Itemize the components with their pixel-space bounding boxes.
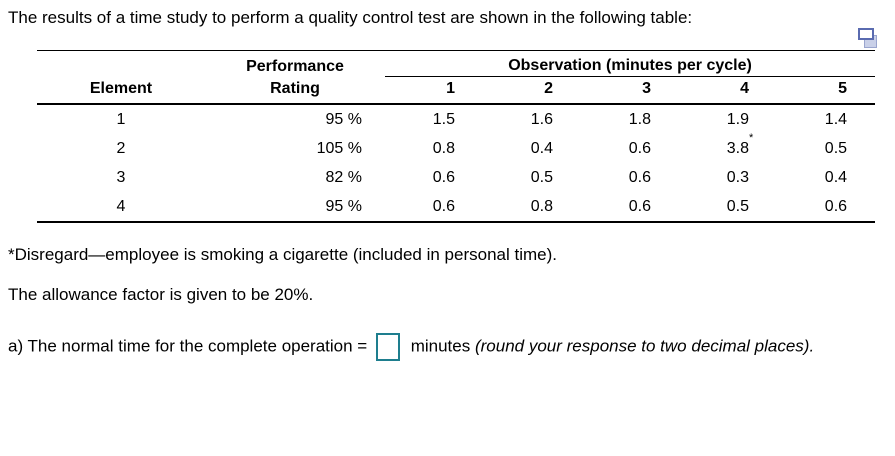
table-row: 2 105 % 0.8 0.4 0.6 3.8 * 0.5 (37, 132, 875, 163)
obs-col-header-3: 3 (581, 76, 679, 105)
rating-cell: 105 % (316, 140, 362, 157)
time-study-table: Performance Observation (minutes per cyc… (37, 50, 876, 223)
table-header-row-2: Element Rating 1 2 3 4 5 (37, 76, 876, 105)
obs-cell: 0.6 (628, 140, 651, 157)
observation-group-header: Observation (minutes per cycle) (385, 50, 876, 77)
obs-cell: 1.8 (628, 111, 651, 128)
question-prefix: a) The normal time for the complete oper… (8, 336, 368, 356)
page-title: The results of a time study to perform a… (8, 8, 693, 27)
obs-cell: 1.6 (530, 111, 553, 128)
rating-cell: 82 % (325, 169, 362, 186)
popout-table-icon[interactable] (858, 28, 879, 51)
obs-cell: 0.4 (530, 140, 553, 157)
obs-col-header-4: 4 (679, 76, 777, 105)
question-a: a) The normal time for the complete oper… (8, 333, 887, 361)
obs-col-header-1: 1 (385, 76, 483, 105)
performance-header-line1: Performance (246, 57, 344, 75)
spacer-cell (37, 51, 205, 77)
table-row: 1 95 % 1.5 1.6 1.8 1.9 1.4 (37, 104, 875, 134)
obs-cell-with-footnote: 3.8 * (679, 132, 777, 163)
obs-cell: 0.8 (432, 140, 455, 157)
obs-col-header-2: 2 (483, 76, 581, 105)
obs-cell: 1.9 (726, 111, 749, 128)
element-cell: 4 (116, 198, 126, 215)
obs-cell: 0.5 (726, 198, 749, 215)
obs-cell: 0.8 (530, 198, 553, 215)
obs-cell: 0.6 (432, 169, 455, 186)
obs-cell: 0.3 (726, 169, 749, 186)
table-row: 3 82 % 0.6 0.5 0.6 0.3 0.4 (37, 163, 875, 192)
obs-value: 3.8 (726, 140, 749, 157)
table-header: Performance Observation (minutes per cyc… (37, 50, 876, 105)
footnote-marker: * (749, 132, 754, 144)
obs-cell: 0.6 (628, 198, 651, 215)
question-suffix: minutes (410, 336, 471, 356)
table-header-row-1: Performance Observation (minutes per cyc… (37, 50, 876, 77)
obs-cell: 0.6 (628, 169, 651, 186)
obs-cell: 0.6 (824, 198, 848, 215)
obs-cell: 1.4 (824, 111, 848, 128)
element-cell: 1 (116, 111, 126, 128)
obs-cell: 0.5 (824, 140, 848, 157)
rating-cell: 95 % (325, 198, 362, 215)
question-italic-note: (round your response to two decimal plac… (474, 336, 815, 356)
obs-col-header-5: 5 (777, 76, 876, 105)
obs-cell: 0.5 (530, 169, 553, 186)
rating-cell: 95 % (325, 111, 362, 128)
allowance-text: The allowance factor is given to be 20%. (8, 285, 314, 304)
obs-cell: 0.6 (432, 198, 455, 215)
table-row: 4 95 % 0.6 0.8 0.6 0.5 0.6 (37, 192, 875, 222)
obs-cell: 1.5 (432, 111, 455, 128)
element-header: Element (37, 76, 205, 105)
element-cell: 2 (116, 140, 126, 157)
obs-cell: 0.4 (824, 169, 848, 186)
element-cell: 3 (116, 169, 126, 186)
table-footnote: *Disregard—employee is smoking a cigaret… (8, 245, 557, 264)
performance-header-line2: Rating (205, 76, 385, 105)
popout-front-rect (858, 28, 874, 40)
answer-input[interactable] (375, 333, 400, 361)
